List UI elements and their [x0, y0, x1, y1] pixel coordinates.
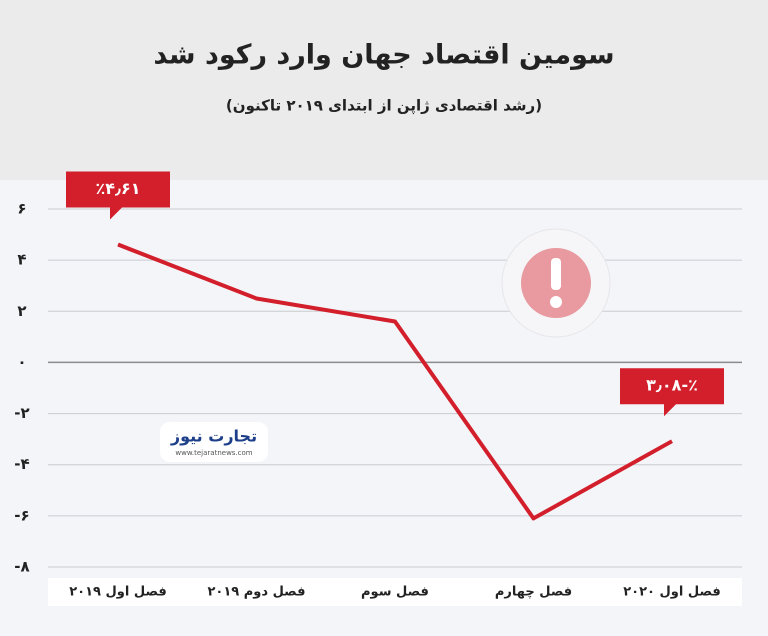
y-tick-label: ۴ — [17, 251, 26, 269]
label-callout — [620, 368, 724, 417]
x-label-bg — [48, 578, 188, 606]
data-label: ٪۴٫۶۱ — [95, 179, 140, 198]
header-bg — [0, 0, 768, 180]
y-tick-label: -۴ — [14, 455, 29, 473]
y-tick-label: ۲ — [17, 302, 26, 320]
x-tick-label: فصل دوم ۲۰۱۹ — [207, 585, 305, 600]
watermark-name: تجارت نیوز — [170, 427, 257, 446]
y-tick-label: ۰ — [17, 353, 26, 371]
data-label: ٪-۳٫۰۸ — [646, 376, 698, 395]
y-tick-label: -۸ — [14, 558, 29, 576]
alert-icon — [501, 228, 611, 338]
x-label-bg — [602, 578, 742, 606]
x-tick-label: فصل چهارم — [495, 585, 572, 600]
x-tick-label: فصل اول ۲۰۱۹ — [69, 585, 167, 600]
data-line — [117, 242, 673, 521]
label-callout — [66, 171, 170, 220]
plot-bg — [0, 180, 768, 636]
watermark: تجارت نیوز www.tejaratnews.com — [160, 422, 268, 462]
chart-title: سومین اقتصاد جهان وارد رکود شد — [153, 40, 614, 71]
x-label-bg — [186, 578, 327, 606]
x-label-bg — [463, 578, 604, 606]
y-tick-label: ۶ — [17, 200, 26, 218]
x-label-bg — [325, 578, 465, 606]
y-tick-label: -۶ — [14, 506, 29, 524]
chart-subtitle: (رشد اقتصادی ژاپن از ابتدای ۲۰۱۹ تاکنون) — [226, 97, 542, 116]
y-tick-label: -۲ — [14, 404, 29, 422]
watermark-url: www.tejaratnews.com — [175, 449, 252, 457]
x-tick-label: فصل سوم — [361, 585, 429, 600]
x-tick-label: فصل اول ۲۰۲۰ — [623, 585, 721, 600]
